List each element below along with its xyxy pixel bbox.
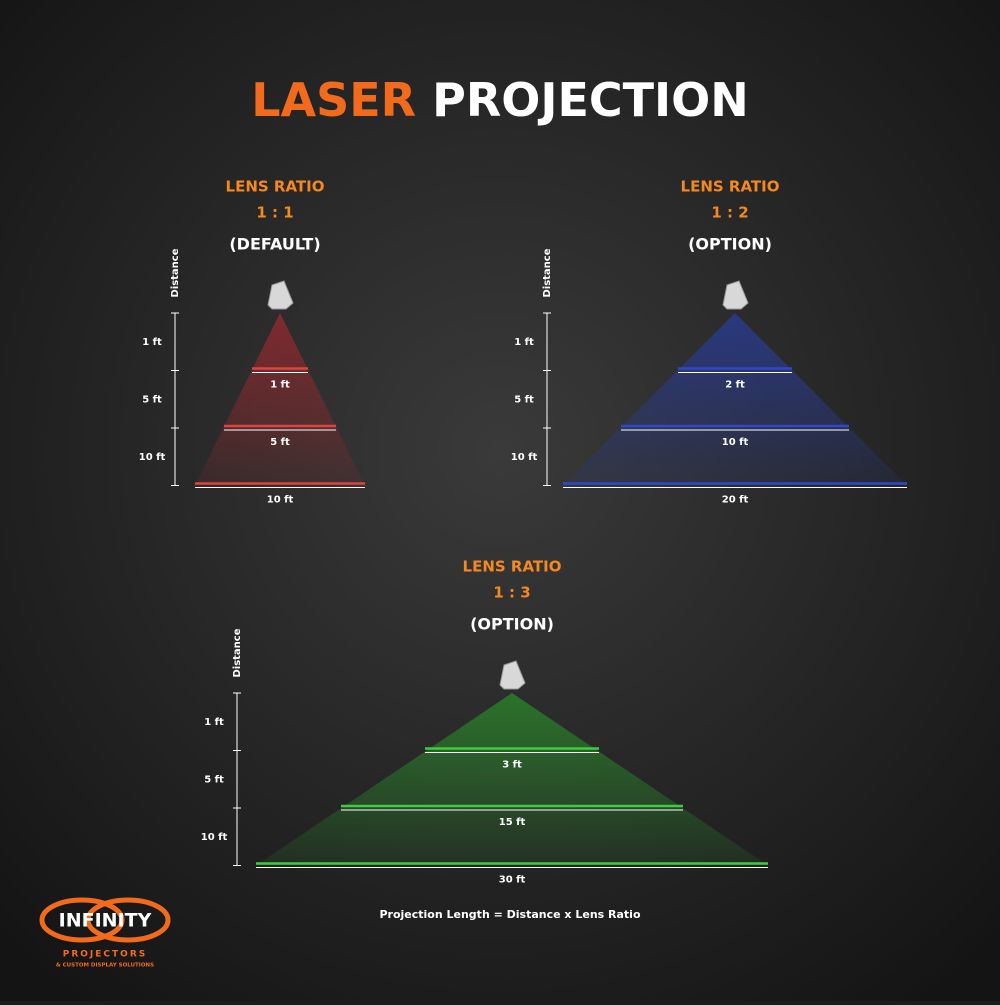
- lens-ratio: 1 : 1: [256, 204, 293, 222]
- lens-heading: LENS RATIO: [226, 178, 325, 196]
- logo-line: & CUSTOM DISPLAY SOLUTIONS: [56, 963, 154, 969]
- width-label: 2 ft: [725, 380, 745, 391]
- logo-line: PROJECTORS: [63, 950, 147, 960]
- title-accent: LASER: [251, 73, 416, 127]
- logo-ring: [85, 897, 171, 943]
- width-label: 30 ft: [499, 875, 526, 886]
- projector: [499, 660, 526, 690]
- width-label: 5 ft: [270, 437, 290, 448]
- lens-note: (DEFAULT): [229, 235, 320, 254]
- lens-ratio: 1 : 2: [711, 204, 748, 222]
- lens-heading: LENS RATIO: [463, 558, 562, 576]
- width-label: 3 ft: [502, 760, 522, 771]
- lens-note: (OPTION): [688, 235, 772, 254]
- lens-heading: LENS RATIO: [681, 178, 780, 196]
- distance-label: 5 ft: [514, 394, 534, 405]
- title: LASER PROJECTION: [251, 73, 749, 127]
- distance-label: 10 ft: [201, 832, 228, 843]
- logo-ring: [39, 897, 125, 943]
- logo-name: INFINITY: [59, 910, 152, 932]
- projector: [722, 280, 749, 310]
- axis-label: Distance: [232, 628, 243, 677]
- distance-label: 1 ft: [142, 337, 162, 348]
- lens-note: (OPTION): [470, 615, 554, 634]
- distance-label: 10 ft: [139, 452, 166, 463]
- axis-label: Distance: [170, 248, 181, 297]
- logo: INFINITY PROJECTORS & CUSTOM DISPLAY SOL…: [39, 897, 171, 969]
- title-rest: PROJECTION: [432, 73, 749, 127]
- formula: Projection Length = Distance x Lens Rati…: [379, 908, 640, 921]
- axis-label: Distance: [542, 248, 553, 297]
- width-label: 15 ft: [499, 817, 526, 828]
- beam: [256, 693, 768, 866]
- width-label: 1 ft: [270, 380, 290, 391]
- beam: [195, 313, 365, 486]
- width-label: 10 ft: [722, 437, 749, 448]
- lens-ratio: 1 : 3: [493, 584, 530, 602]
- panels: LENS RATIO 1 : 1 (DEFAULT) Distance 1 ft 5 ft…: [139, 178, 907, 886]
- width-label: 10 ft: [267, 495, 294, 506]
- distance-label: 10 ft: [511, 452, 538, 463]
- distance-label: 5 ft: [142, 394, 162, 405]
- distance-label: 5 ft: [204, 774, 224, 785]
- width-label: 20 ft: [722, 495, 749, 506]
- distance-label: 1 ft: [514, 337, 534, 348]
- beam: [563, 313, 907, 486]
- distance-label: 1 ft: [204, 717, 224, 728]
- projector: [267, 280, 294, 310]
